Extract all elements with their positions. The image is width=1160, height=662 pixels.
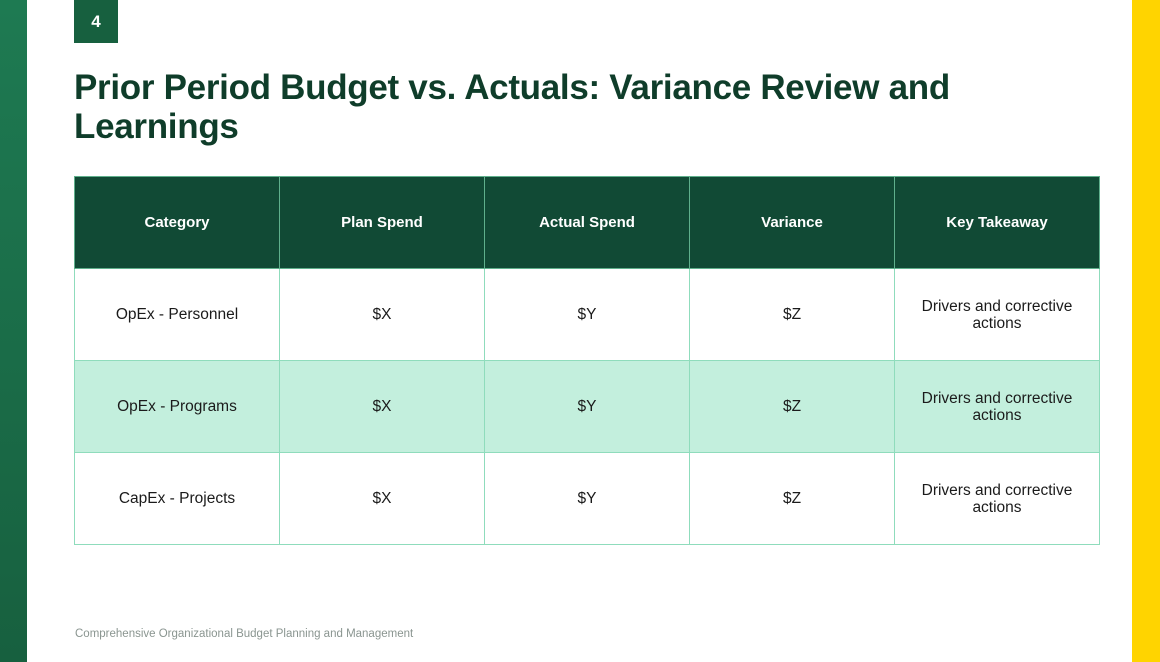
table-row: OpEx - Programs $X $Y $Z Drivers and cor… [74, 360, 1100, 453]
slide-footer: Comprehensive Organizational Budget Plan… [75, 628, 414, 640]
cell-category: CapEx - Projects [74, 452, 280, 545]
right-accent-bar [1132, 0, 1160, 662]
header-category: Category [74, 176, 280, 269]
cell-key-takeaway: Drivers and corrective actions [894, 360, 1100, 453]
table-row: CapEx - Projects $X $Y $Z Drivers and co… [74, 452, 1100, 545]
slide-title: Prior Period Budget vs. Actuals: Varianc… [74, 68, 950, 146]
cell-variance: $Z [689, 452, 895, 545]
cell-key-takeaway: Drivers and corrective actions [894, 268, 1100, 361]
table-header-row: Category Plan Spend Actual Spend Varianc… [74, 176, 1100, 269]
header-plan-spend: Plan Spend [279, 176, 485, 269]
header-actual-spend: Actual Spend [484, 176, 690, 269]
variance-table: Category Plan Spend Actual Spend Varianc… [74, 176, 1100, 545]
cell-category: OpEx - Programs [74, 360, 280, 453]
cell-variance: $Z [689, 268, 895, 361]
left-accent-bar [0, 0, 27, 662]
cell-category: OpEx - Personnel [74, 268, 280, 361]
table-row: OpEx - Personnel $X $Y $Z Drivers and co… [74, 268, 1100, 361]
cell-plan-spend: $X [279, 452, 485, 545]
cell-plan-spend: $X [279, 360, 485, 453]
header-variance: Variance [689, 176, 895, 269]
cell-key-takeaway: Drivers and corrective actions [894, 452, 1100, 545]
page-number-badge: 4 [74, 0, 118, 43]
cell-plan-spend: $X [279, 268, 485, 361]
header-key-takeaway: Key Takeaway [894, 176, 1100, 269]
variance-table-container: Category Plan Spend Actual Spend Varianc… [74, 176, 1100, 545]
cell-actual-spend: $Y [484, 268, 690, 361]
cell-actual-spend: $Y [484, 360, 690, 453]
cell-variance: $Z [689, 360, 895, 453]
cell-actual-spend: $Y [484, 452, 690, 545]
